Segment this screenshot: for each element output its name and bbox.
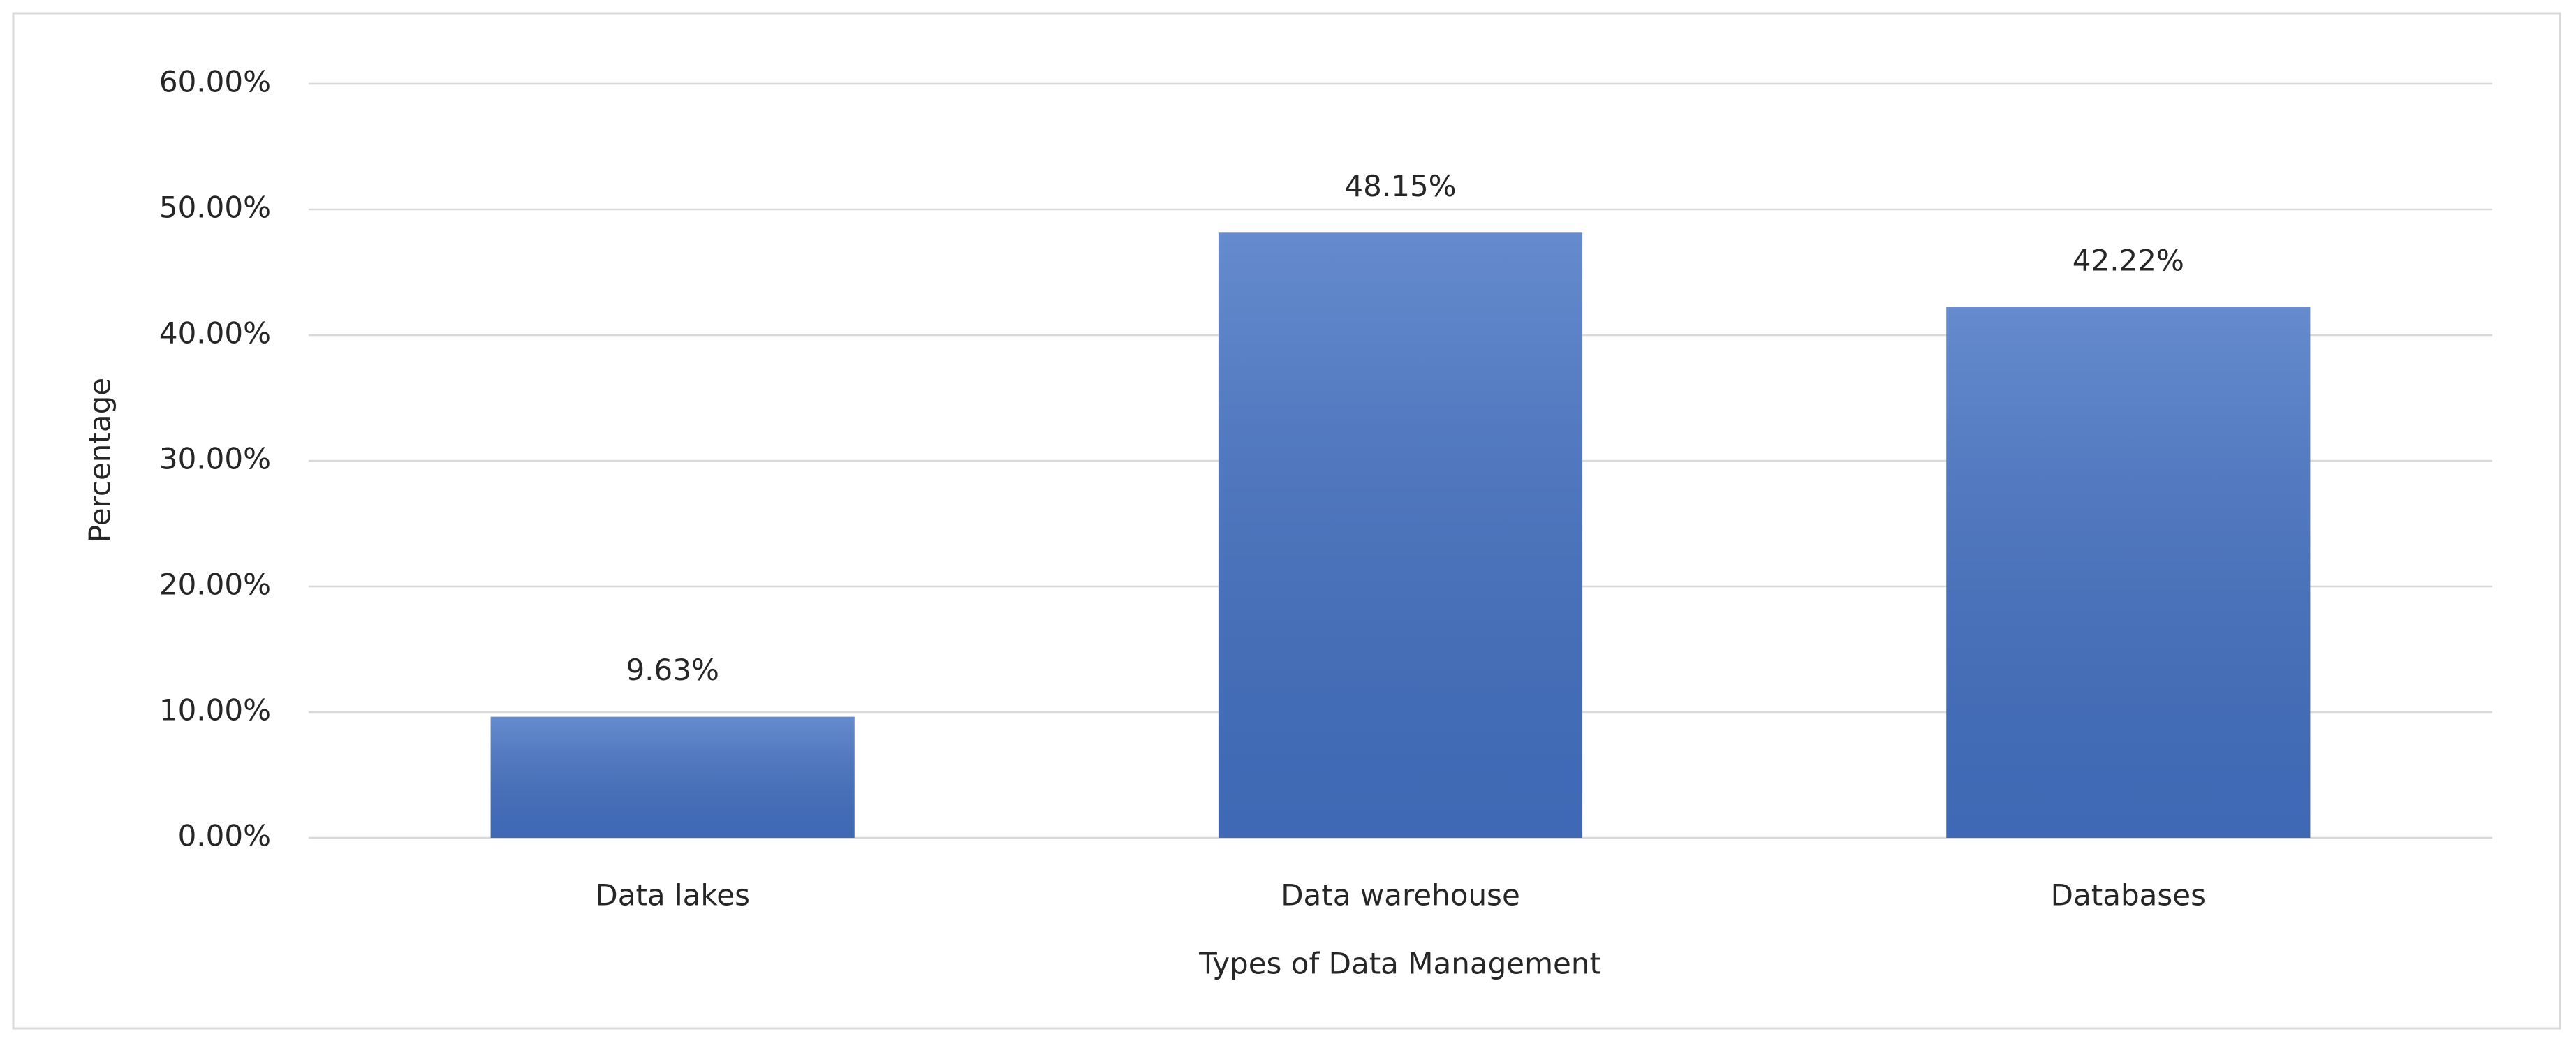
data-label: 48.15% bbox=[1344, 169, 1456, 203]
bar-shade bbox=[1946, 307, 2311, 838]
data-label: 9.63% bbox=[626, 653, 719, 687]
x-tick-label: Data warehouse bbox=[1281, 878, 1520, 913]
y-tick-label: 40.00% bbox=[159, 316, 271, 350]
y-tick-label: 0.00% bbox=[178, 819, 271, 853]
bar-shade bbox=[490, 716, 855, 838]
y-tick-label: 20.00% bbox=[159, 568, 271, 602]
y-tick-label: 10.00% bbox=[159, 693, 271, 728]
y-axis-title: Percentage bbox=[83, 378, 117, 542]
x-tick-label: Databases bbox=[2051, 878, 2206, 913]
y-tick-label: 30.00% bbox=[159, 442, 271, 476]
x-axis-title: Types of Data Management bbox=[1198, 947, 1601, 981]
data-label: 42.22% bbox=[2073, 244, 2184, 278]
x-tick-label: Data lakes bbox=[595, 878, 750, 913]
bar-shade bbox=[1218, 232, 1583, 838]
y-tick-label: 50.00% bbox=[159, 191, 271, 225]
y-tick-label: 60.00% bbox=[159, 65, 271, 99]
